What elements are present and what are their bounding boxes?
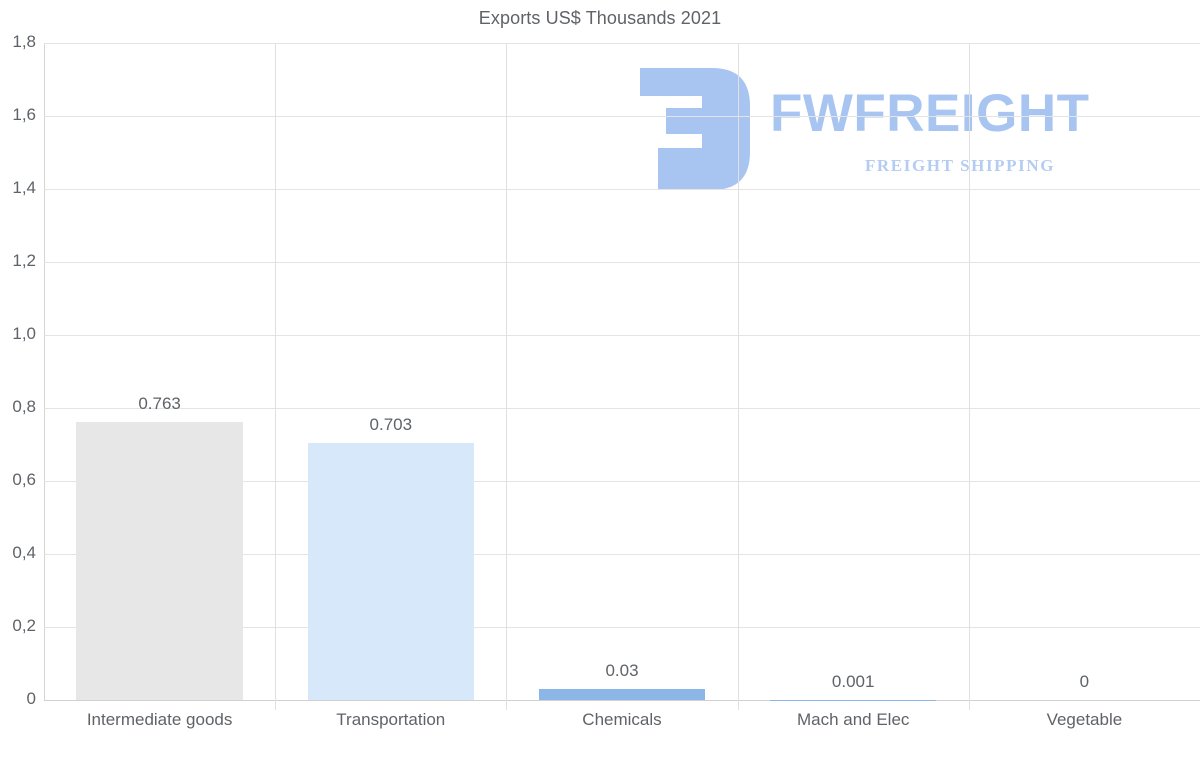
data-label: 0 bbox=[1079, 672, 1090, 691]
x-axis-tick-label: Vegetable bbox=[1046, 710, 1123, 729]
gridline bbox=[44, 335, 1200, 336]
bar[interactable] bbox=[307, 443, 475, 700]
data-label: 0.001 bbox=[831, 671, 875, 691]
bar[interactable] bbox=[76, 421, 243, 700]
gridline bbox=[44, 43, 1200, 44]
category-separator bbox=[737, 43, 739, 710]
x-axis-tick-label: Mach and Elec bbox=[796, 710, 910, 729]
x-axis-tick-label: Chemicals bbox=[582, 710, 662, 729]
y-axis-tick-label: 0,2 bbox=[12, 616, 36, 635]
y-axis-tick-label: 0 bbox=[26, 689, 36, 708]
y-axis-tick-label: 1,4 bbox=[12, 178, 36, 197]
y-axis-tick-label: 0,8 bbox=[12, 397, 36, 416]
plot-area bbox=[44, 43, 1200, 710]
x-axis-tick-label: Intermediate goods bbox=[86, 710, 233, 729]
category-separator bbox=[968, 43, 970, 710]
gridline bbox=[44, 554, 1200, 555]
y-axis-tick-label: 1,8 bbox=[12, 32, 36, 51]
y-axis-tick-label: 0,4 bbox=[12, 543, 36, 562]
gridline bbox=[44, 189, 1200, 190]
gridline bbox=[44, 700, 1200, 701]
gridline bbox=[44, 408, 1200, 409]
data-label: 0.763 bbox=[138, 393, 181, 413]
category-separator bbox=[275, 43, 277, 710]
category-separator bbox=[506, 43, 508, 710]
y-axis-tick-label: 1,2 bbox=[12, 251, 36, 270]
y-axis-tick-label: 0,6 bbox=[12, 470, 36, 489]
gridline bbox=[44, 262, 1200, 263]
gridline bbox=[44, 627, 1200, 628]
y-axis-tick-label: 1,0 bbox=[12, 324, 36, 343]
chart-title: Exports US$ Thousands 2021 bbox=[478, 8, 722, 28]
y-axis-tick-label: 1,6 bbox=[12, 105, 36, 124]
gridline bbox=[44, 481, 1200, 482]
data-label: 0.03 bbox=[605, 661, 639, 681]
bar[interactable] bbox=[538, 689, 706, 700]
gridline bbox=[44, 116, 1200, 117]
y-axis-line bbox=[44, 43, 45, 700]
data-label: 0.703 bbox=[369, 415, 413, 435]
x-axis-tick-label: Transportation bbox=[336, 710, 446, 729]
